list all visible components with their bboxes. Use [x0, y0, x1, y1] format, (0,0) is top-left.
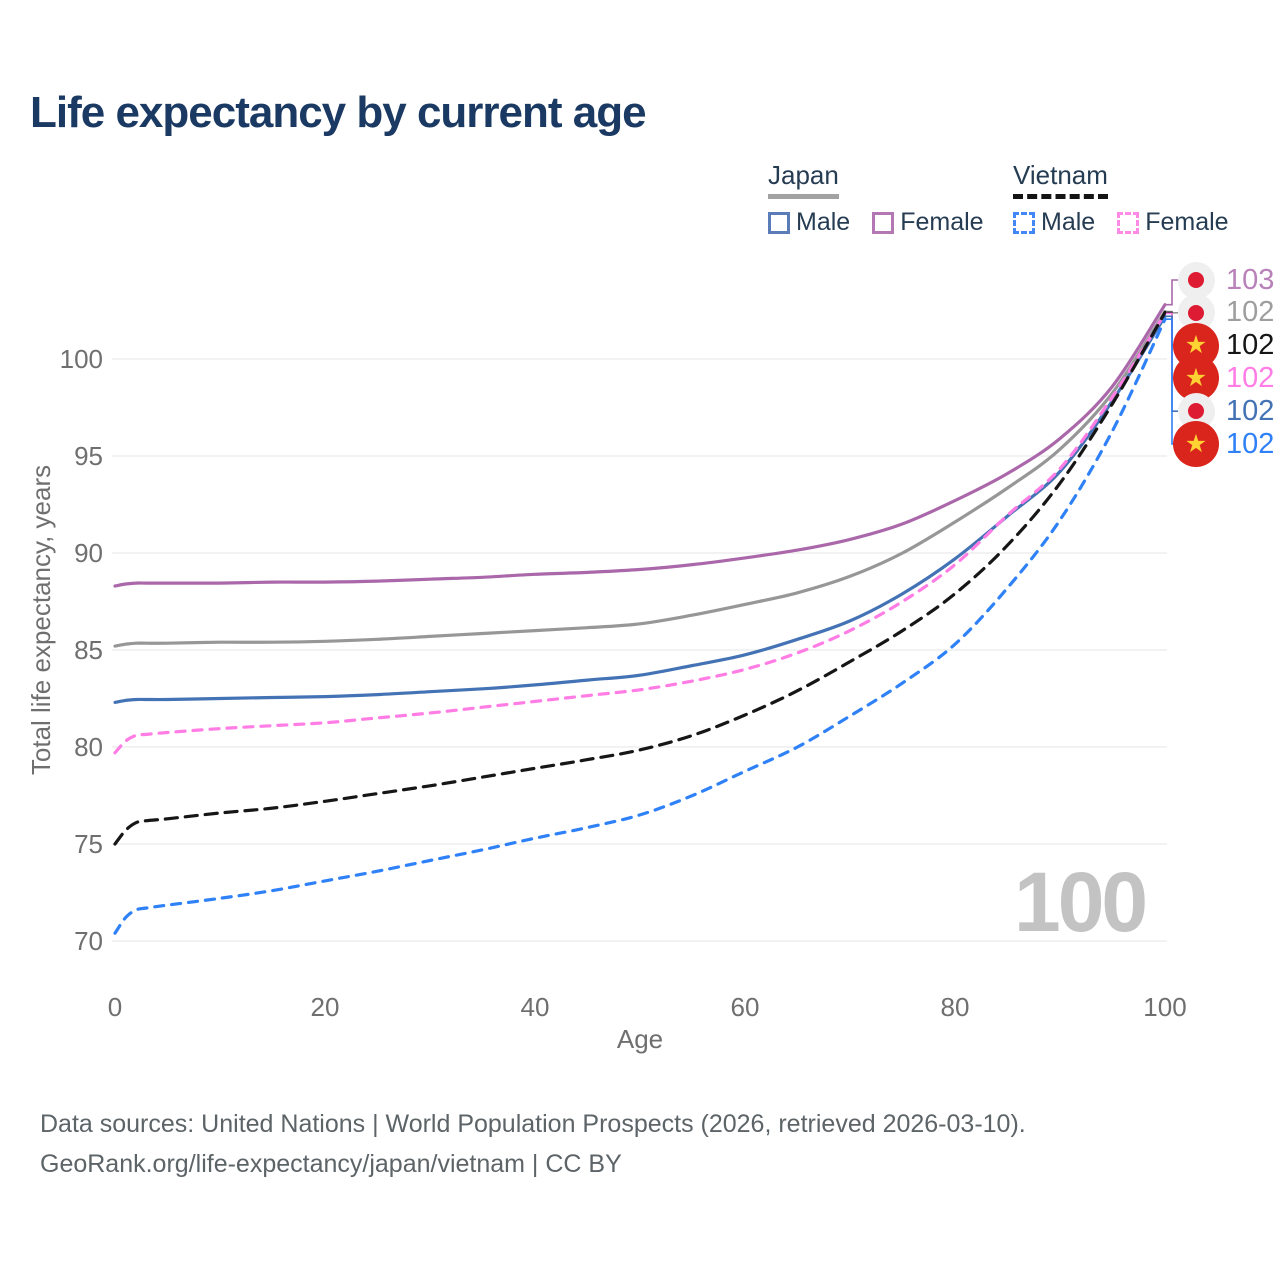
vietnam-male-swatch-icon: [1013, 211, 1035, 234]
series-line-vietnam-female: [113, 311, 1167, 755]
vietnam-dashed-underline-icon: [1013, 194, 1108, 199]
vietnam-flag-icon: ★: [1173, 421, 1219, 467]
series-line-japan-male: [113, 314, 1167, 704]
legend-vietnam-female-label: Female: [1145, 208, 1229, 236]
end-value-vietnam-female: 102: [1226, 361, 1275, 394]
end-label-japan-female: 103: [1173, 257, 1274, 303]
japan-flag-sun-icon: [1188, 272, 1204, 288]
legend-group-vietnam: Vietnam Male Female: [1013, 160, 1229, 237]
x-axis-title: Age: [617, 1024, 663, 1054]
y-tick-label-75: 75: [74, 829, 103, 859]
end-value-vietnam-all: 102: [1226, 329, 1275, 362]
x-tick-label-20: 20: [311, 992, 340, 1022]
series-line-vietnam-male: [113, 317, 1167, 935]
x-tick-label-40: 40: [521, 992, 550, 1022]
flag-slot: [1173, 261, 1219, 299]
japan-solid-underline-icon: [768, 194, 839, 199]
japan-flag-icon: [1177, 261, 1215, 299]
y-tick-label-100: 100: [60, 344, 103, 374]
japan-flag-sun-icon: [1188, 403, 1204, 420]
legend-vietnam-items: Male Female: [1013, 208, 1229, 237]
footer-data-sources: Data sources: United Nations | World Pop…: [40, 1110, 1026, 1138]
legend-group-japan: Japan Male Female: [768, 160, 984, 237]
legend-japan-label: Japan: [768, 160, 839, 190]
series-line-japan-female: [113, 303, 1167, 588]
footer: Data sources: United Nations | World Pop…: [40, 1104, 1026, 1184]
legend-vietnam-male-label: Male: [1041, 208, 1096, 236]
vietnam-female-swatch-icon: [1117, 211, 1140, 234]
end-value-japan-male: 102: [1226, 394, 1275, 427]
y-axis-title: Total life expectancy, years: [26, 465, 56, 775]
legend-japan-male[interactable]: Male: [768, 208, 850, 237]
legend-vietnam-female[interactable]: Female: [1117, 208, 1229, 237]
legend-japan-items: Male Female: [768, 208, 984, 237]
legend-vietnam-label: Vietnam: [1013, 160, 1108, 190]
y-tick-label-70: 70: [74, 926, 103, 956]
x-tick-label-80: 80: [941, 992, 970, 1022]
end-label-vietnam-male: ★ 102: [1173, 421, 1274, 467]
japan-female-swatch-icon: [872, 211, 895, 234]
flag-slot: ★: [1173, 421, 1219, 467]
legend-japan-male-label: Male: [796, 208, 851, 236]
end-connector-japan-female: [1166, 279, 1178, 306]
legend-japan-female-label: Female: [900, 208, 984, 236]
end-value-japan-female: 103: [1226, 263, 1275, 296]
age-watermark: 100: [1014, 855, 1148, 949]
legend-vietnam-male[interactable]: Male: [1013, 208, 1095, 237]
legend-vietnam-header[interactable]: Vietnam: [1013, 160, 1108, 199]
legend-japan-header[interactable]: Japan: [768, 160, 839, 199]
y-tick-label-80: 80: [74, 732, 103, 762]
japan-male-swatch-icon: [768, 211, 790, 234]
footer-attribution: GeoRank.org/life-expectancy/japan/vietna…: [40, 1150, 622, 1178]
legend-japan-female[interactable]: Female: [872, 208, 984, 237]
end-value-japan-all: 102: [1226, 296, 1275, 329]
series-line-japan-all: [113, 309, 1167, 648]
x-tick-label-60: 60: [731, 992, 760, 1022]
x-tick-label-100: 100: [1143, 992, 1186, 1022]
y-tick-label-95: 95: [74, 441, 103, 471]
x-tick-label-0: 0: [108, 992, 122, 1022]
japan-flag-sun-icon: [1188, 304, 1204, 321]
end-value-vietnam-male: 102: [1226, 427, 1275, 460]
y-tick-label-85: 85: [74, 635, 103, 665]
y-tick-label-90: 90: [74, 538, 103, 568]
chart-title: Life expectancy by current age: [30, 88, 647, 137]
series-line-vietnam-all: [113, 310, 1167, 846]
